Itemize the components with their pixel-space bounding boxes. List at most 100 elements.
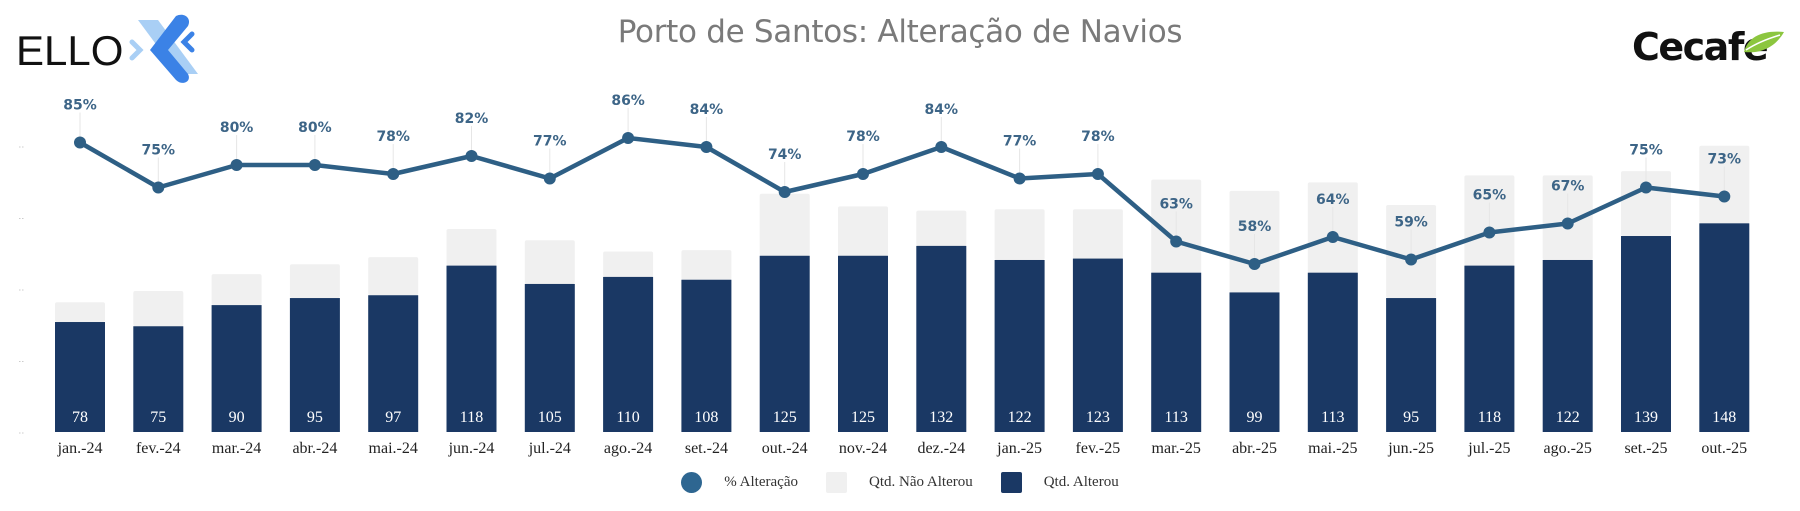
pct-data-label: 65% [1473, 188, 1507, 204]
bar-altered [681, 279, 732, 432]
category-label: jul.-25 [1467, 440, 1510, 457]
bar-altered [838, 255, 888, 432]
pct-point [230, 159, 243, 171]
bar-value-label: 122 [1008, 409, 1032, 426]
cecafe-logo: Cecafe [1632, 22, 1792, 82]
pct-data-label: 75% [1629, 143, 1663, 159]
pct-data-label: 64% [1316, 192, 1350, 208]
ello-logo: ELLO [16, 12, 206, 87]
category-label: mar.-24 [212, 440, 261, 457]
pct-data-label: 85% [63, 98, 97, 114]
bar-value-label: 123 [1086, 409, 1110, 426]
pct-point [700, 141, 713, 153]
pct-data-label: 80% [298, 120, 332, 136]
bar-altered [1307, 272, 1358, 432]
chart-title: Porto de Santos: Alteração de Navios [617, 14, 1183, 50]
pct-point [1170, 235, 1183, 248]
category-label: abr.-24 [292, 440, 337, 457]
bar-value-label: 118 [1478, 409, 1501, 426]
pct-data-label: 86% [611, 93, 645, 109]
pct-point [387, 168, 400, 180]
category-label: mai.-25 [1308, 440, 1357, 457]
bar-not-altered [55, 302, 105, 323]
bar-value-label: 99 [1247, 409, 1263, 426]
category-label: set.-25 [1624, 440, 1667, 457]
bar-altered [55, 322, 105, 432]
category-label: ago.-25 [1543, 440, 1591, 457]
bar-value-label: 95 [1403, 409, 1419, 426]
bar-value-label: 105 [538, 409, 562, 426]
bar-value-label: 148 [1712, 409, 1736, 426]
pct-data-label: 78% [846, 129, 880, 145]
pct-data-label: 77% [1003, 134, 1037, 150]
pct-labels: 85% 75% 80% 80% 78% 82% 77% 86% 84% 74% 78% 84% 77% 7… [63, 93, 1741, 235]
legend-label: Qtd. Alterou [1043, 474, 1119, 490]
legend-swatch [825, 472, 847, 493]
bar-not-altered [133, 291, 184, 327]
pct-data-label: 73% [1708, 152, 1742, 168]
bar-not-altered [524, 240, 575, 284]
bar-value-label: 95 [307, 409, 323, 426]
bar-altered [211, 305, 262, 432]
bar-value-label: 125 [851, 409, 875, 426]
bar-not-altered [289, 264, 340, 299]
bar-value-label: 113 [1321, 409, 1344, 426]
pct-data-label: 84% [690, 102, 724, 118]
pct-point [1248, 258, 1261, 270]
bar-altered [368, 295, 419, 432]
pct-data-label: 59% [1394, 215, 1428, 231]
bar-altered [289, 298, 340, 432]
ello-x-icon [129, 14, 198, 83]
legend-item: % Alteração [681, 472, 798, 493]
pct-point [857, 168, 869, 180]
pct-point [543, 172, 556, 185]
pct-data-label: 75% [142, 143, 176, 159]
bar-not-altered [1072, 209, 1123, 259]
bar-altered [1072, 258, 1123, 432]
pct-line-path [78, 135, 1725, 267]
bar-not-altered [446, 228, 497, 266]
bar-altered [446, 265, 497, 432]
bar-altered [1386, 298, 1437, 432]
bar-not-altered [603, 251, 654, 277]
pct-data-label: 58% [1238, 219, 1272, 235]
pct-data-label: 82% [455, 111, 489, 127]
pct-point [622, 132, 635, 144]
bar-value-label: 132 [929, 409, 953, 426]
bar-altered [1151, 272, 1202, 432]
legend-label: % Alteração [724, 474, 798, 490]
bar-value-label: 118 [460, 409, 483, 426]
bar-altered [133, 326, 184, 432]
category-label: ago.-24 [604, 440, 652, 457]
pct-point [935, 141, 948, 153]
ello-logo-text: ELLO [16, 27, 124, 74]
category-label: jul.-24 [528, 440, 571, 457]
pct-point [1013, 172, 1026, 185]
bar-value-label: 122 [1556, 409, 1580, 426]
bar-altered [1542, 259, 1593, 432]
pct-point [1561, 217, 1574, 230]
bar-altered [603, 276, 654, 432]
pct-data-label: 80% [220, 120, 254, 136]
bar-value-label: 113 [1164, 409, 1187, 426]
pct-data-label: 78% [1081, 129, 1115, 145]
pct-point [1405, 253, 1418, 266]
pct-point [74, 136, 86, 149]
legend-swatch [1000, 472, 1022, 493]
bar-value-label: 97 [385, 409, 401, 426]
legend: % Alteração Qtd. Não Alterou Qtd. Alterou [0, 472, 1800, 493]
category-label: fev.-25 [1076, 440, 1121, 457]
bar-value-label: 125 [773, 409, 797, 426]
bar-not-altered [759, 193, 810, 256]
pct-line [78, 135, 1725, 267]
pct-points [74, 132, 1731, 270]
pct-point [1326, 231, 1339, 243]
category-label: out.-24 [762, 440, 808, 457]
pct-data-label: 63% [1159, 197, 1193, 213]
legend-swatch [681, 472, 703, 493]
pct-point [308, 159, 321, 171]
leaf-icon [1744, 31, 1784, 53]
pct-data-label: 78% [376, 129, 410, 145]
bar-not-altered [994, 209, 1045, 260]
category-label: dez.-24 [918, 440, 966, 457]
